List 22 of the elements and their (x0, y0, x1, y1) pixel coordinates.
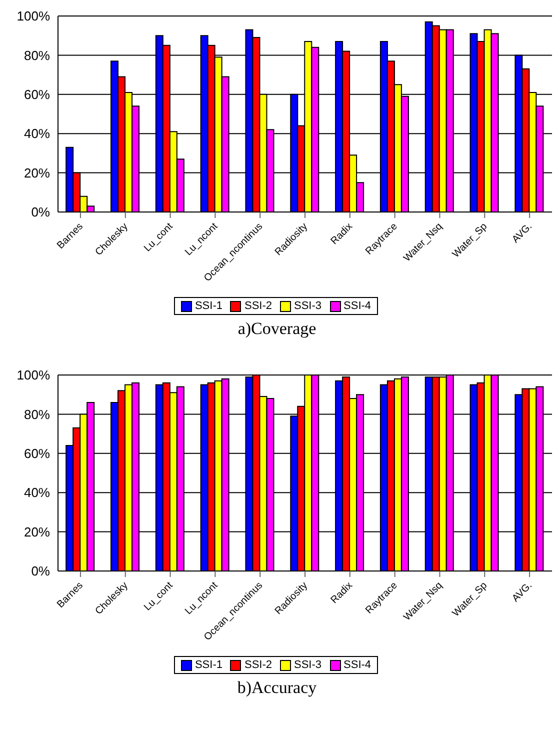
legend-label: SSI-2 (244, 659, 272, 671)
y-tick-label: 0% (31, 564, 50, 579)
y-tick-label: 100% (16, 368, 50, 383)
y-tick-label: 0% (31, 204, 50, 220)
y-tick-label: 100% (16, 8, 50, 24)
legend-label: SSI-4 (344, 659, 372, 671)
y-tick-label: 60% (24, 87, 50, 102)
legend-label: SSI-3 (294, 659, 322, 671)
y-tick-label: 20% (24, 165, 50, 180)
legend-label: SSI-1 (194, 659, 222, 671)
legend-label: SSI-1 (194, 300, 222, 312)
legend-label: SSI-4 (344, 300, 372, 312)
text: b)Accuracy (236, 678, 318, 698)
y-tick-label: 60% (24, 446, 50, 462)
legend-label: SSI-2 (244, 300, 272, 312)
y-tick-label: 80% (24, 48, 50, 63)
y-tick-label: 40% (24, 485, 50, 500)
y-tick-label: 20% (24, 524, 50, 540)
y-tick-label: 40% (24, 126, 50, 142)
y-tick-label: 80% (24, 406, 50, 422)
legend-label: SSI-3 (294, 300, 322, 312)
text: a)Coverage (236, 319, 318, 339)
